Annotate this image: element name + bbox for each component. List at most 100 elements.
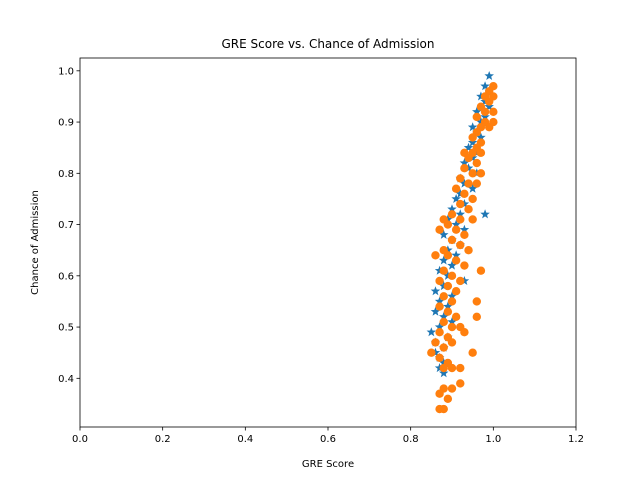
- data-point-circle: [431, 338, 440, 347]
- data-point-star: [467, 183, 478, 193]
- data-point-circle: [443, 394, 453, 404]
- data-point-circle: [456, 240, 465, 250]
- data-point-circle: [439, 317, 448, 327]
- data-point-circle: [443, 307, 453, 316]
- data-point-circle: [472, 158, 481, 168]
- data-point-circle: [460, 261, 469, 270]
- data-point-star: [426, 327, 437, 337]
- data-point-star: [447, 260, 457, 270]
- data-point-star: [451, 250, 461, 260]
- y-tick-label: 0.7: [58, 220, 74, 231]
- data-point-star: [438, 255, 449, 265]
- data-point-star: [451, 193, 461, 203]
- data-point-circle: [427, 348, 436, 357]
- data-point-circle: [472, 179, 481, 188]
- data-point-star: [430, 286, 441, 296]
- y-axis-label: Chance of Admission: [30, 190, 41, 295]
- data-point-star: [455, 209, 466, 219]
- data-point-circle: [464, 179, 473, 188]
- data-point-circle: [468, 194, 477, 204]
- chart-title: GRE Score vs. Chance of Admission: [222, 37, 435, 51]
- data-point-circle: [468, 169, 477, 178]
- data-point-star: [467, 122, 478, 132]
- data-point-circle: [456, 276, 465, 286]
- x-tick-label: 0.2: [155, 434, 171, 445]
- data-point-star: [459, 158, 470, 168]
- data-point-circle: [464, 245, 473, 255]
- data-point-circle: [451, 286, 461, 296]
- data-point-circle: [464, 153, 473, 163]
- data-point-circle: [468, 215, 477, 224]
- data-point-circle: [447, 271, 457, 281]
- data-point-circle: [460, 189, 469, 199]
- data-point-circle: [464, 204, 473, 214]
- data-point-star: [476, 132, 486, 142]
- series-2: [427, 81, 498, 414]
- data-point-circle: [443, 251, 453, 260]
- data-point-star: [438, 368, 449, 378]
- y-tick-label: 0.5: [58, 323, 74, 334]
- data-point-circle: [460, 163, 469, 173]
- data-point-circle: [447, 338, 457, 347]
- x-tick-label: 1.0: [485, 434, 501, 445]
- data-point-circle: [435, 225, 444, 234]
- data-point-star: [438, 229, 449, 239]
- x-tick-label: 0.6: [320, 434, 336, 445]
- data-point-circle: [456, 215, 465, 224]
- data-point-star: [451, 219, 461, 229]
- data-point-circle: [447, 363, 457, 373]
- data-point-circle: [472, 297, 481, 306]
- data-point-circle: [476, 148, 486, 158]
- y-tick-label: 0.9: [58, 118, 74, 129]
- data-point-circle: [447, 384, 457, 393]
- data-point-circle: [443, 220, 453, 229]
- data-point-circle: [468, 133, 477, 142]
- data-point-circle: [435, 276, 444, 286]
- data-point-circle: [439, 343, 448, 352]
- data-point-star: [459, 224, 470, 234]
- data-point-circle: [447, 210, 457, 219]
- data-point-circle: [460, 230, 469, 240]
- data-point-circle: [439, 363, 448, 373]
- data-point-circle: [447, 297, 457, 306]
- plot-area: [426, 70, 498, 414]
- y-tick-label: 0.4: [58, 374, 74, 385]
- data-point-circle: [435, 404, 444, 414]
- data-point-circle: [447, 235, 457, 245]
- x-tick-label: 0.0: [72, 434, 88, 445]
- data-point-circle: [431, 251, 440, 260]
- data-point-star: [463, 142, 474, 152]
- data-point-circle: [456, 379, 465, 388]
- data-point-circle: [468, 348, 477, 357]
- data-point-circle: [443, 281, 453, 291]
- data-point-circle: [472, 112, 481, 122]
- data-point-circle: [435, 353, 444, 363]
- data-point-star: [484, 70, 494, 80]
- data-point-circle: [476, 266, 486, 275]
- x-tick-label: 0.4: [237, 434, 253, 445]
- x-axis: 0.0 0.2 0.4 0.6 0.8 1.0 1.2: [72, 427, 584, 445]
- data-point-circle: [435, 389, 444, 398]
- data-point-circle: [439, 292, 448, 301]
- data-point-star: [472, 106, 482, 116]
- data-point-star: [434, 322, 445, 332]
- data-point-star: [447, 291, 457, 301]
- y-tick-label: 0.8: [58, 169, 74, 180]
- data-point-circle: [451, 184, 461, 193]
- y-tick-label: 1.0: [58, 66, 74, 77]
- data-point-circle: [472, 312, 481, 322]
- data-point-circle: [451, 225, 461, 234]
- x-tick-label: 0.8: [403, 434, 419, 445]
- data-point-star: [484, 101, 494, 111]
- data-point-circle: [489, 107, 498, 117]
- data-point-circle: [485, 122, 494, 132]
- data-point-circle: [451, 256, 461, 265]
- data-point-star: [467, 137, 478, 147]
- data-point-star: [447, 204, 457, 214]
- data-point-star: [480, 111, 490, 121]
- data-point-circle: [451, 312, 461, 322]
- data-point-star: [480, 209, 490, 219]
- data-point-circle: [447, 322, 457, 332]
- data-point-star: [434, 296, 445, 306]
